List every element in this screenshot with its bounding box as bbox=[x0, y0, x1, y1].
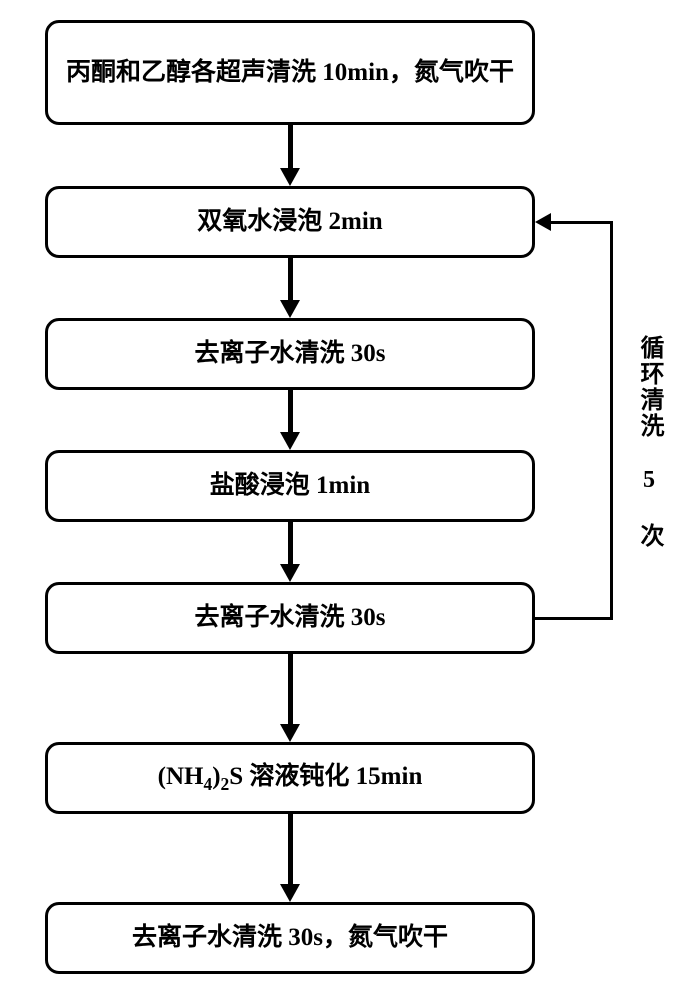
arrow-head-icon bbox=[280, 884, 300, 902]
step-box-6: (NH4)2S 溶液钝化 15min bbox=[45, 742, 535, 814]
step-label: 盐酸浸泡 1min bbox=[210, 469, 370, 503]
arrow-head-icon bbox=[280, 724, 300, 742]
arrow-head-icon bbox=[280, 300, 300, 318]
arrow-line bbox=[288, 814, 293, 885]
step-label: 去离子水清洗 30s bbox=[195, 601, 386, 635]
step-label: 丙酮和乙醇各超声清洗 10min，氮气吹干 bbox=[66, 56, 514, 90]
step-box-1: 丙酮和乙醇各超声清洗 10min，氮气吹干 bbox=[45, 20, 535, 125]
step-box-5: 去离子水清洗 30s bbox=[45, 582, 535, 654]
step-box-4: 盐酸浸泡 1min bbox=[45, 450, 535, 522]
step-box-7: 去离子水清洗 30s，氮气吹干 bbox=[45, 902, 535, 974]
feedback-line bbox=[610, 221, 613, 620]
flowchart-canvas: 丙酮和乙醇各超声清洗 10min，氮气吹干 双氧水浸泡 2min 去离子水清洗 … bbox=[0, 0, 691, 1000]
arrow-line bbox=[288, 654, 293, 725]
feedback-label: 循环清洗 5 次 bbox=[632, 335, 667, 549]
arrow-line bbox=[288, 125, 293, 169]
arrow-line bbox=[288, 390, 293, 433]
step-label: (NH4)2S 溶液钝化 15min bbox=[158, 760, 423, 797]
arrow-line bbox=[288, 522, 293, 565]
arrow-head-icon bbox=[280, 432, 300, 450]
arrow-head-icon bbox=[280, 168, 300, 186]
step-label: 去离子水清洗 30s，氮气吹干 bbox=[132, 921, 448, 955]
arrow-line bbox=[288, 258, 293, 301]
step-label: 去离子水清洗 30s bbox=[195, 337, 386, 371]
arrow-head-icon bbox=[280, 564, 300, 582]
step-box-2: 双氧水浸泡 2min bbox=[45, 186, 535, 258]
arrow-head-icon bbox=[535, 213, 551, 231]
feedback-line bbox=[551, 221, 613, 224]
step-label: 双氧水浸泡 2min bbox=[197, 205, 382, 239]
feedback-line bbox=[535, 617, 613, 620]
step-box-3: 去离子水清洗 30s bbox=[45, 318, 535, 390]
